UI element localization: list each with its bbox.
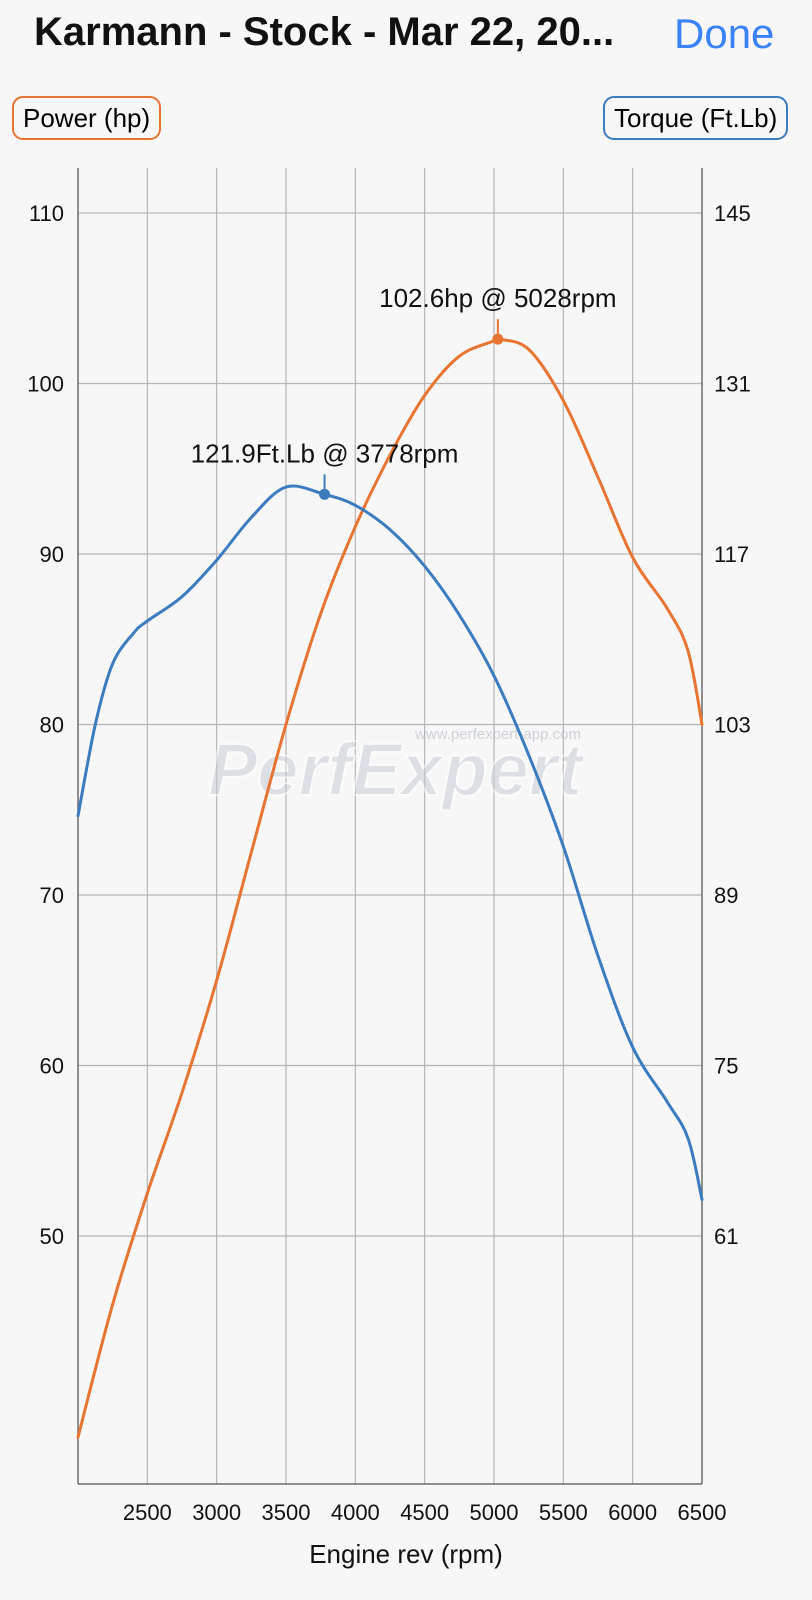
y-right-tick-label: 103	[714, 713, 751, 738]
peak-annotation-label: 121.9Ft.Lb @ 3778rpm	[191, 438, 459, 468]
peak-marker	[319, 488, 331, 500]
power-legend-toggle[interactable]: Power (hp)	[12, 96, 162, 140]
y-left-tick-label: 70	[40, 883, 64, 908]
tick-labels: 50 61 60 75 70 89 80 103 90 117 100 131 110 145 2500 30…	[27, 201, 750, 1569]
x-tick-label: 2500	[123, 1500, 172, 1525]
watermark-url: www.perfexpert-app.com	[414, 726, 581, 743]
y-left-tick-label: 90	[40, 542, 64, 567]
y-left-tick-label: 80	[40, 713, 64, 738]
x-tick-label: 5000	[470, 1500, 519, 1525]
peak-marker	[492, 333, 504, 345]
y-right-tick-label: 131	[714, 372, 751, 397]
annotations: 102.6hp @ 5028rpm 121.9Ft.Lb @ 3778rpm	[191, 283, 617, 500]
y-right-tick-label: 89	[714, 883, 738, 908]
y-right-tick-label: 145	[714, 201, 751, 226]
navigation-bar: Karmann - Stock - Mar 22, 20... Done	[0, 0, 812, 72]
x-tick-label: 3500	[262, 1500, 311, 1525]
dyno-chart: www.perfexpert-app.com PerfExpert 50 6160…	[27, 168, 751, 1569]
x-tick-label: 4000	[331, 1500, 380, 1525]
peak-annotation-label: 102.6hp @ 5028rpm	[379, 283, 616, 313]
power-line	[76, 336, 704, 1439]
x-axis-label: Engine rev (rpm)	[309, 1539, 503, 1569]
torque-legend-toggle[interactable]: Torque (Ft.Lb)	[603, 96, 789, 140]
series-lines	[76, 336, 704, 1439]
x-tick-label: 5500	[539, 1500, 588, 1525]
x-tick-label: 6000	[608, 1500, 657, 1525]
y-left-tick-label: 50	[40, 1224, 64, 1249]
y-left-tick-label: 60	[40, 1054, 64, 1079]
grid-lines	[78, 168, 702, 1484]
x-tick-label: 4500	[400, 1500, 449, 1525]
x-tick-label: 3000	[192, 1500, 241, 1525]
axes	[77, 168, 703, 1485]
y-right-tick-label: 61	[714, 1224, 738, 1249]
done-button[interactable]: Done	[674, 10, 775, 57]
y-left-tick-label: 110	[29, 201, 64, 226]
torque-line	[76, 484, 704, 1201]
y-right-tick-label: 75	[714, 1054, 738, 1079]
y-left-tick-label: 100	[27, 372, 64, 397]
x-tick-label: 6500	[678, 1500, 727, 1525]
page-title: Karmann - Stock - Mar 22, 20...	[34, 10, 615, 54]
y-right-tick-label: 117	[714, 542, 749, 567]
